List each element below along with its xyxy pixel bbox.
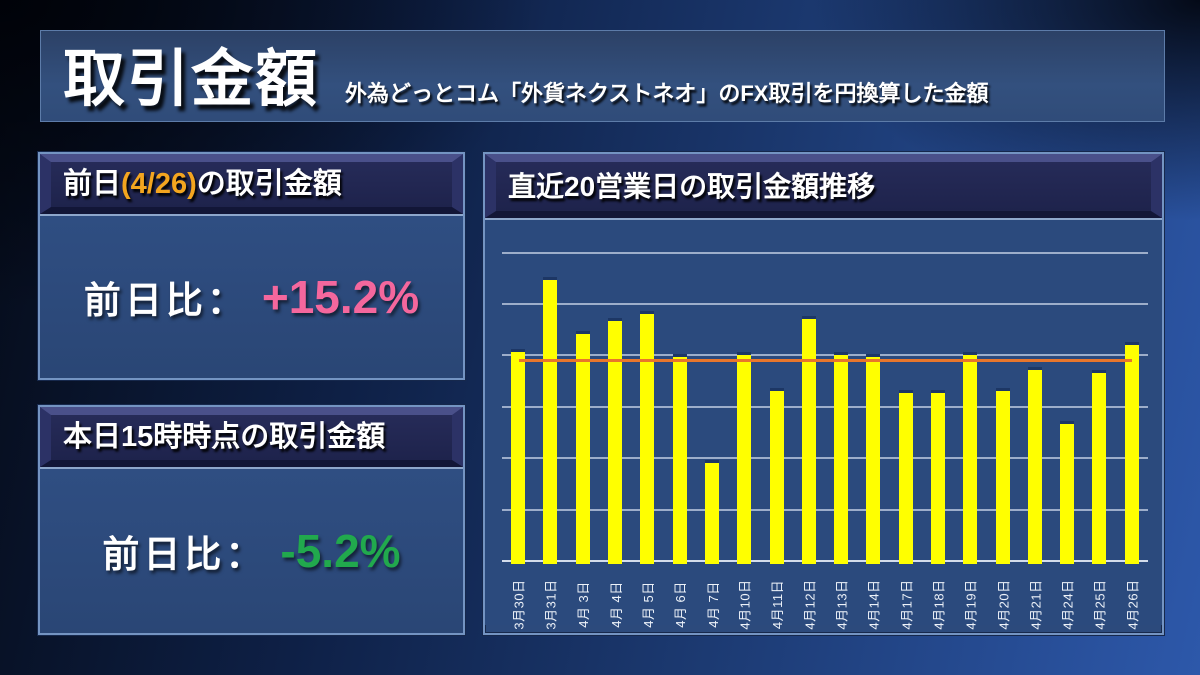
page-subtitle: 外為どっとコム「外貨ネクストネオ」のFX取引を円換算した金額: [345, 81, 989, 106]
x-axis-label: 3月30日: [502, 568, 534, 640]
chart-bar: [963, 352, 978, 564]
chart-bar: [834, 352, 849, 564]
chart-panel-header: 直近20営業日の取引金額推移: [485, 154, 1162, 218]
comparison-row: 前日比： +15.2%: [84, 270, 419, 324]
x-axis-label-text: 4月18日: [931, 578, 947, 630]
comparison-value-positive: +15.2%: [261, 271, 420, 323]
chart-bar: [1092, 370, 1107, 564]
x-axis-label: 4月17日: [890, 568, 922, 640]
comparison-label: 前日比：: [83, 280, 248, 321]
chart-plot-area: 3月30日 3月31日 4月 3日 4月 4日 4月 5日 4月 6日 4月 7日 4月10日…: [485, 220, 1162, 629]
x-axis-label-text: 4月20日: [996, 578, 1012, 630]
x-axis-label-text: 4月 3日: [576, 580, 592, 628]
chart-bar: [640, 311, 655, 564]
x-axis-label-text: 3月31日: [543, 578, 559, 630]
bar-series: [502, 252, 1148, 564]
header-separator: [40, 214, 463, 216]
x-axis-label: 4月26日: [1116, 568, 1148, 640]
chart-bar: [1027, 367, 1042, 564]
chart-bar: [898, 390, 913, 564]
x-axis-label-text: 4月 5日: [640, 580, 656, 628]
panel-yesterday-body: 前日比： +15.2%: [40, 216, 463, 378]
comparison-row: 前日比： -5.2%: [102, 524, 400, 578]
x-axis-label-text: 4月14日: [866, 578, 882, 630]
title-date: (4/26): [121, 168, 197, 200]
panel-today: 本日15時時点の取引金額 前日比： -5.2%: [38, 405, 465, 635]
x-axis-label: 4月18日: [922, 568, 954, 640]
chart-bar: [737, 352, 752, 564]
header-separator: [485, 218, 1162, 220]
x-axis-label-text: 4月11日: [770, 579, 786, 629]
gridline: [502, 251, 1148, 254]
x-axis-label-text: 4月13日: [834, 578, 850, 630]
panel-yesterday-header: 前日(4/26)の取引金額: [40, 154, 463, 214]
x-axis-label-text: 4月26日: [1125, 578, 1141, 630]
chart-bar: [801, 316, 816, 564]
panel-today-header: 本日15時時点の取引金額: [40, 407, 463, 467]
comparison-value-negative: -5.2%: [280, 525, 401, 577]
reference-line: [519, 359, 1132, 362]
x-axis-label-text: 4月24日: [1060, 578, 1076, 630]
chart-bar: [769, 388, 784, 564]
x-axis-label-text: 4月19日: [963, 578, 979, 630]
chart-bar: [704, 460, 719, 564]
x-axis-label: 4月11日: [761, 568, 793, 640]
chart-bar: [995, 388, 1010, 564]
title-suffix: の取引金額: [196, 168, 342, 200]
gridline: [502, 354, 1148, 357]
gridline: [502, 508, 1148, 511]
x-axis-label-text: 4月10日: [737, 578, 753, 630]
x-axis-label-text: 4月21日: [1028, 578, 1044, 630]
page-title: 取引金額: [63, 45, 320, 114]
x-axis-label: 4月25日: [1083, 568, 1115, 640]
chart-panel: 直近20営業日の取引金額推移 3月30日 3月31日 4月 3日 4月 4日 4月 5日…: [483, 152, 1164, 635]
x-axis-label: 4月19日: [954, 568, 986, 640]
chart-bar: [1124, 342, 1139, 564]
x-axis-label: 4月 4日: [599, 568, 631, 640]
x-axis-label-text: 4月 6日: [673, 580, 689, 628]
x-axis-label-text: 4月12日: [802, 578, 818, 630]
x-axis-labels: 3月30日 3月31日 4月 3日 4月 4日 4月 5日 4月 6日 4月 7日 4月10日…: [502, 568, 1148, 640]
x-axis-label-text: 4月17日: [899, 578, 915, 630]
x-axis-line: [502, 560, 1148, 562]
gridline: [502, 457, 1148, 460]
panel-today-body: 前日比： -5.2%: [40, 469, 463, 633]
x-axis-label: 4月 6日: [664, 568, 696, 640]
x-axis-label: 4月24日: [1051, 568, 1083, 640]
x-axis-label: 4月20日: [987, 568, 1019, 640]
x-axis-label: 4月14日: [857, 568, 889, 640]
x-axis-label-text: 3月30日: [511, 578, 527, 630]
x-axis-label-text: 4月 7日: [705, 580, 721, 628]
x-axis-label: 4月10日: [728, 568, 760, 640]
panel-today-title: 本日15時時点の取引金額: [63, 421, 386, 453]
chart-bar: [511, 349, 526, 564]
chart-title: 直近20営業日の取引金額推移: [508, 170, 876, 202]
gridline: [502, 405, 1148, 408]
panel-yesterday: 前日(4/26)の取引金額 前日比： +15.2%: [38, 152, 465, 380]
x-axis-label: 4月21日: [1019, 568, 1051, 640]
x-axis-label: 4月 5日: [631, 568, 663, 640]
chart-bar: [575, 331, 590, 564]
chart-bar: [608, 318, 623, 564]
x-axis-label: 4月 3日: [567, 568, 599, 640]
main-header: 取引金額 外為どっとコム「外貨ネクストネオ」のFX取引を円換算した金額: [40, 30, 1165, 122]
comparison-label: 前日比：: [102, 534, 267, 575]
x-axis-label: 4月12日: [793, 568, 825, 640]
gridline: [502, 303, 1148, 305]
x-axis-label: 4月 7日: [696, 568, 728, 640]
panel-yesterday-title: 前日(4/26)の取引金額: [51, 170, 342, 199]
x-axis-label-text: 4月 4日: [608, 580, 624, 628]
x-axis-label: 4月13日: [825, 568, 857, 640]
chart-bar: [931, 390, 945, 564]
x-axis-label: 3月31日: [534, 568, 566, 640]
x-axis-label-text: 4月25日: [1092, 578, 1108, 630]
header-separator: [40, 467, 463, 469]
chart-bar: [866, 354, 881, 564]
chart-bar: [543, 277, 558, 564]
chart-bar: [1060, 421, 1075, 564]
chart-bar: [672, 354, 687, 564]
title-prefix: 前日: [63, 168, 122, 200]
